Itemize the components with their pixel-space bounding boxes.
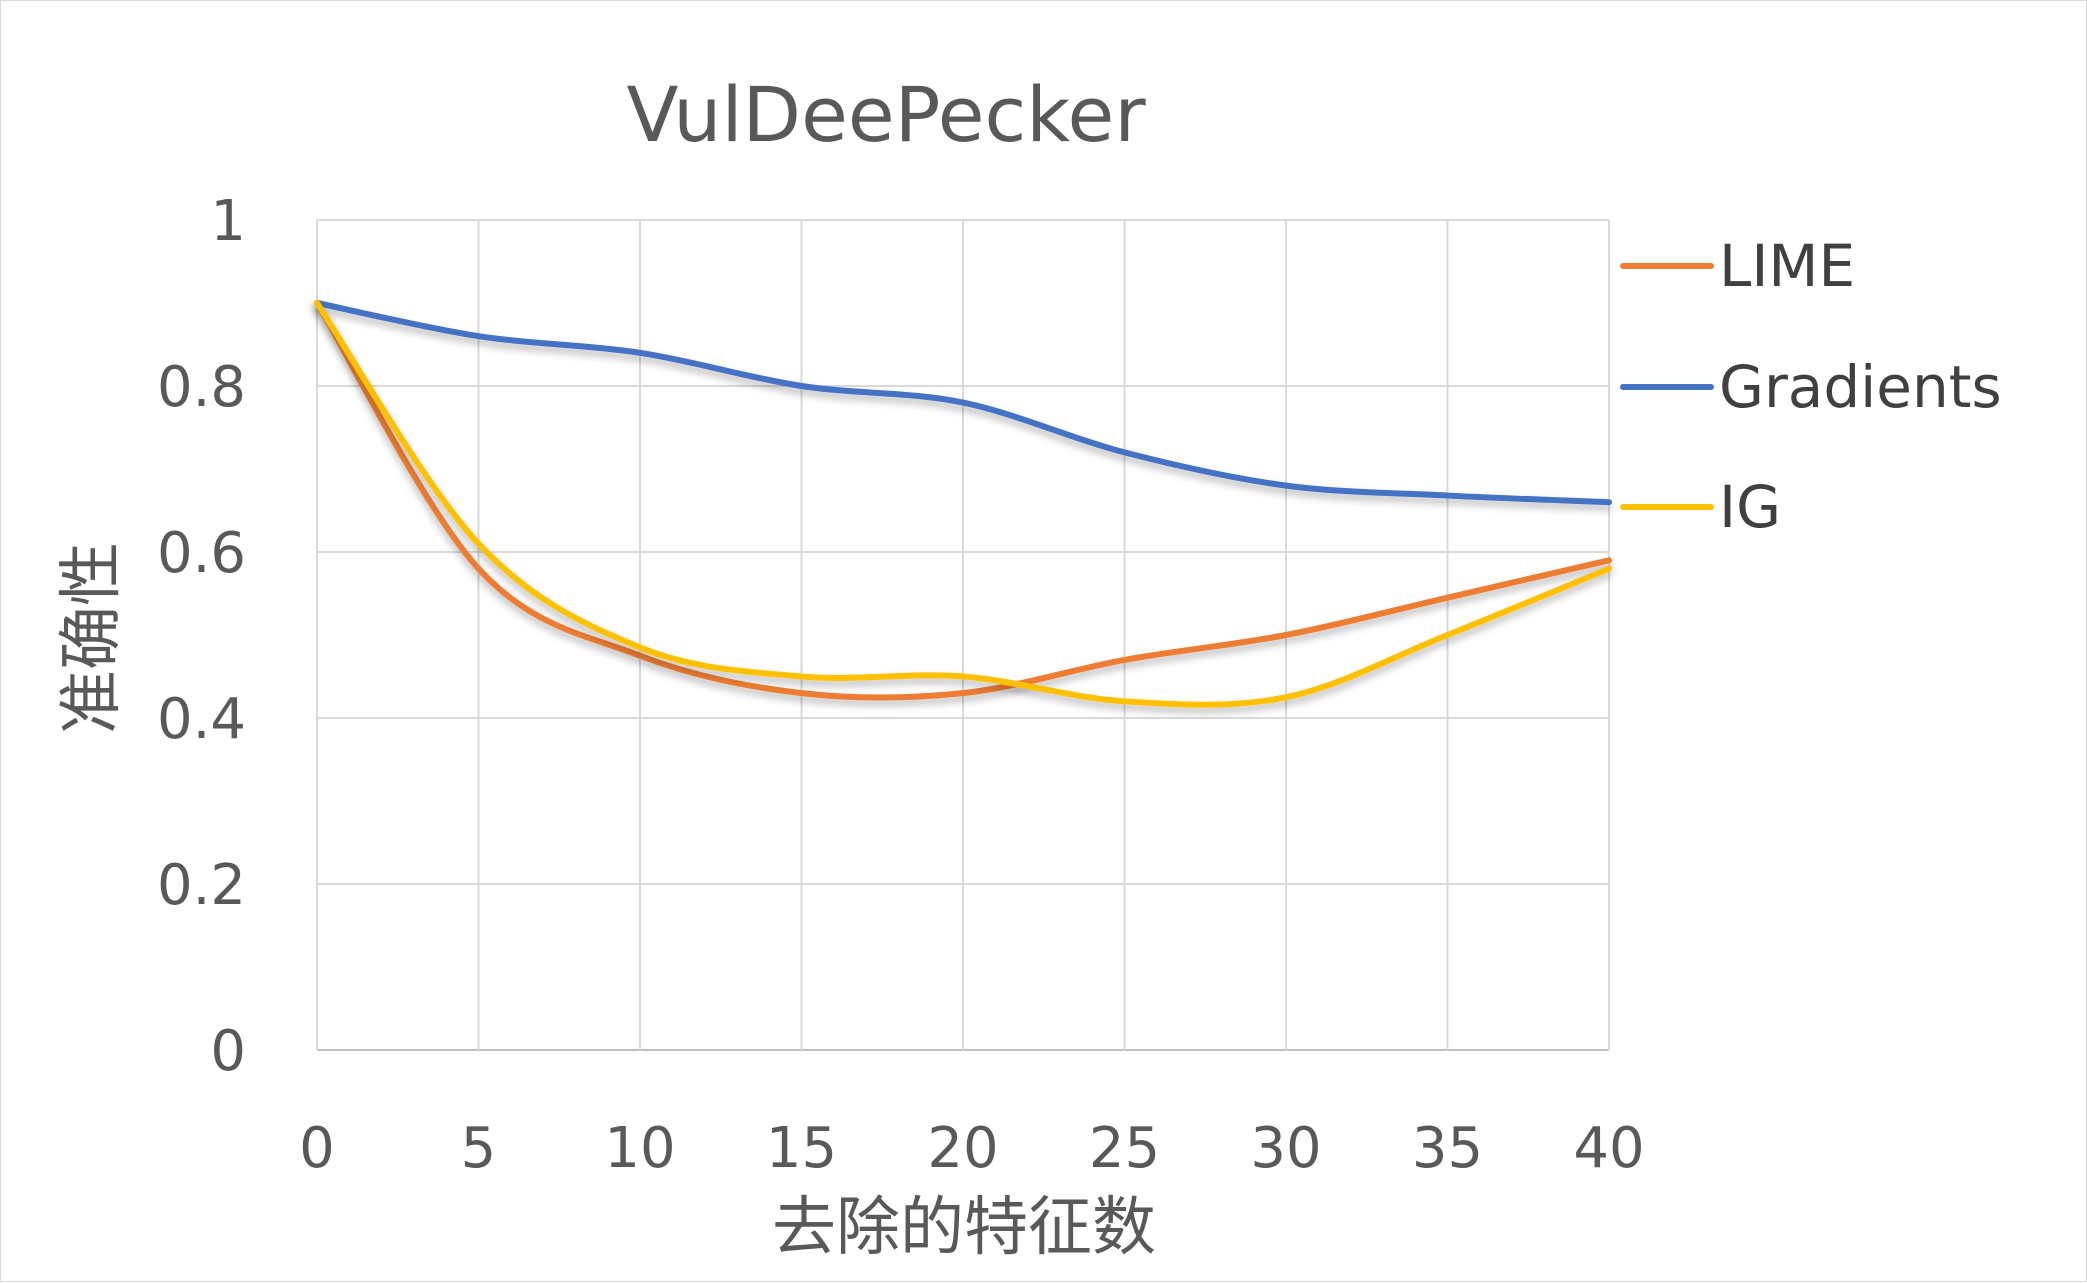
x-tick-label: 10	[604, 1116, 675, 1181]
legend: LIME Gradients IG	[1620, 232, 2002, 541]
y-tick-label: 0.6	[157, 521, 246, 586]
x-tick-label: 5	[461, 1116, 497, 1181]
y-axis-label: 准确性	[55, 542, 129, 734]
chart-title: VulDeePecker	[626, 70, 1146, 159]
x-tick-label: 25	[1089, 1116, 1160, 1181]
legend-label-ig: IG	[1719, 473, 1781, 541]
x-tick-label: 35	[1412, 1116, 1483, 1181]
y-tick-label: 0	[210, 1019, 246, 1084]
y-tick-label: 0.8	[157, 355, 246, 420]
x-tick-label: 15	[766, 1116, 837, 1181]
y-tick-label: 1	[210, 189, 246, 254]
y-tick-label: 0.4	[157, 687, 246, 752]
axis-ticks: 00.20.40.60.810 5 10 15 20 25 30 35 40	[157, 189, 1645, 1181]
grid	[316, 219, 1610, 1051]
x-tick-label: 0	[299, 1116, 335, 1181]
series-line-ig	[314, 300, 1612, 708]
legend-label-gradients: Gradients	[1719, 353, 2002, 421]
y-tick-label: 0.2	[157, 853, 246, 918]
series-lines	[314, 300, 1612, 708]
series-line-gradients	[314, 300, 1612, 506]
x-tick-label: 40	[1573, 1116, 1644, 1181]
series-line-lime	[314, 300, 1612, 701]
x-axis-label: 去除的特征数	[772, 1191, 1156, 1265]
x-tick-label: 20	[927, 1116, 998, 1181]
x-tick-label: 30	[1250, 1116, 1321, 1181]
legend-label-lime: LIME	[1719, 232, 1855, 300]
